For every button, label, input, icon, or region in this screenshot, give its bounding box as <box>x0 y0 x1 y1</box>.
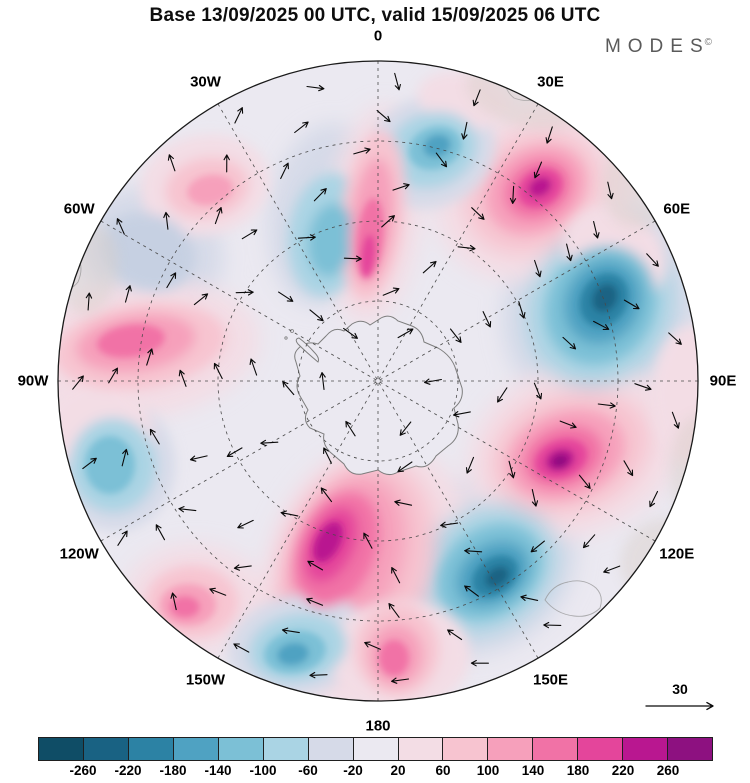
colorbar-segment-0 <box>38 737 84 761</box>
reference-vector-arrow <box>645 701 714 711</box>
colorbar-segment-13 <box>622 737 669 761</box>
colorbar <box>38 737 714 761</box>
colorbar-label-100: 100 <box>476 763 500 778</box>
reference-vector-label: 30 <box>672 681 688 697</box>
graticule <box>58 61 698 701</box>
colorbar-label--20: -20 <box>343 763 363 778</box>
modes-logo-text: MODES <box>604 36 710 57</box>
colorbar-segment-9 <box>442 737 489 761</box>
map-field <box>58 61 698 701</box>
colorbar-label--180: -180 <box>159 763 187 778</box>
colorbar-label--260: -260 <box>69 763 97 778</box>
colorbar-label-20: 20 <box>390 763 406 778</box>
colorbar-label-180: 180 <box>566 763 590 778</box>
chart-title: Base 13/09/2025 00 UTC, valid 15/09/2025… <box>149 5 601 26</box>
colorbar-segment-7 <box>352 737 399 761</box>
colorbar-label--220: -220 <box>114 763 142 778</box>
modes-logo: MODES© <box>605 36 712 58</box>
colorbar-segment-5 <box>262 737 309 761</box>
colorbar-label--100: -100 <box>249 763 277 778</box>
map-boundary <box>57 60 699 702</box>
colorbar-segment-14 <box>667 737 714 761</box>
colorbar-segment-11 <box>532 737 579 761</box>
colorbar-segment-6 <box>307 737 354 761</box>
colorbar-segment-1 <box>82 737 129 761</box>
colorbar-label-260: 260 <box>656 763 680 778</box>
colorbar-segment-3 <box>172 737 219 761</box>
colorbar-label-220: 220 <box>611 763 635 778</box>
colorbar-segment-4 <box>217 737 264 761</box>
colorbar-segment-2 <box>127 737 174 761</box>
colorbar-label-140: 140 <box>521 763 545 778</box>
colorbar-label--60: -60 <box>298 763 318 778</box>
colorbar-tick-labels: -260 -220 -180 -140 -100 -60 -20 20 60 100 140 180 2… <box>38 763 713 781</box>
colorbar-label-60: 60 <box>435 763 451 778</box>
colorbar-segment-8 <box>397 737 444 761</box>
colorbar-segment-10 <box>487 737 534 761</box>
wind-vectors <box>72 72 682 684</box>
modes-logo-mark: © <box>704 36 712 48</box>
colorbar-label--140: -140 <box>204 763 232 778</box>
colorbar-segment-12 <box>577 737 624 761</box>
